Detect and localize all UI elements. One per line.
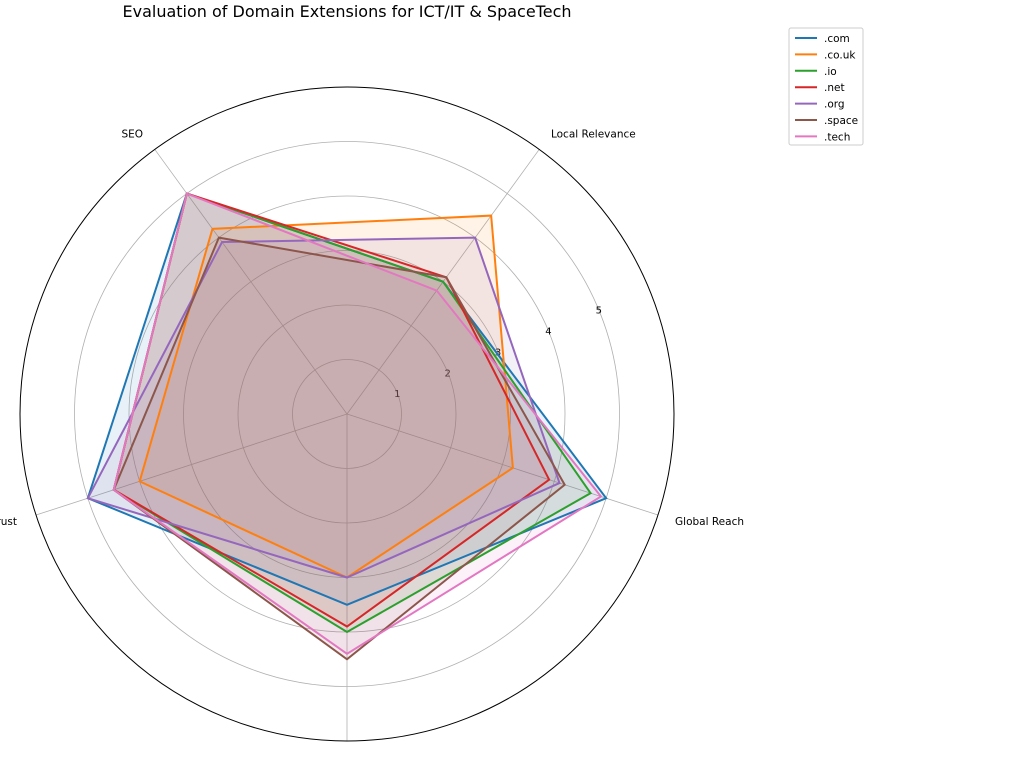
chart-title: Evaluation of Domain Extensions for ICT/… [122,2,571,21]
legend-entry: .net [824,82,845,94]
axis-label: Global Reach [675,516,744,528]
legend-entry: .io [824,66,837,78]
series-area [87,237,560,578]
series-area [87,193,607,605]
series-line [138,214,514,579]
series-area [113,237,565,660]
grid-circle [237,304,457,524]
grid-circle [74,141,620,687]
axis-label: Local Relevance [551,128,636,140]
r-tick-label: 4 [545,327,551,338]
legend-entry: .org [824,99,845,111]
legend-entry: .com [824,33,850,45]
series-group [86,192,608,661]
series-line [112,192,603,655]
legend-entry: .tech [824,131,850,143]
legend: .com .co.uk .io .net .org .space .tech [788,27,864,146]
axis-labels: Global Reach Local Relevance SEO Brand Trus… [0,128,744,757]
r-tick-label: 2 [445,368,451,379]
series-area [113,193,601,654]
axis-label: Brand Trust [0,516,17,528]
r-tick-label: 1 [394,389,400,400]
axis-label: SEO [121,128,143,140]
series-line [86,236,561,579]
legend-entry: .co.uk [824,49,856,61]
r-tick-label: 5 [596,306,602,317]
legend-entry: .space [824,115,858,127]
grid-circle [292,359,402,469]
legend-frame [788,27,864,146]
series-area [113,193,550,627]
outer-boundary [19,86,675,742]
series-area [139,215,513,578]
r-tick-label: 3 [495,347,501,358]
